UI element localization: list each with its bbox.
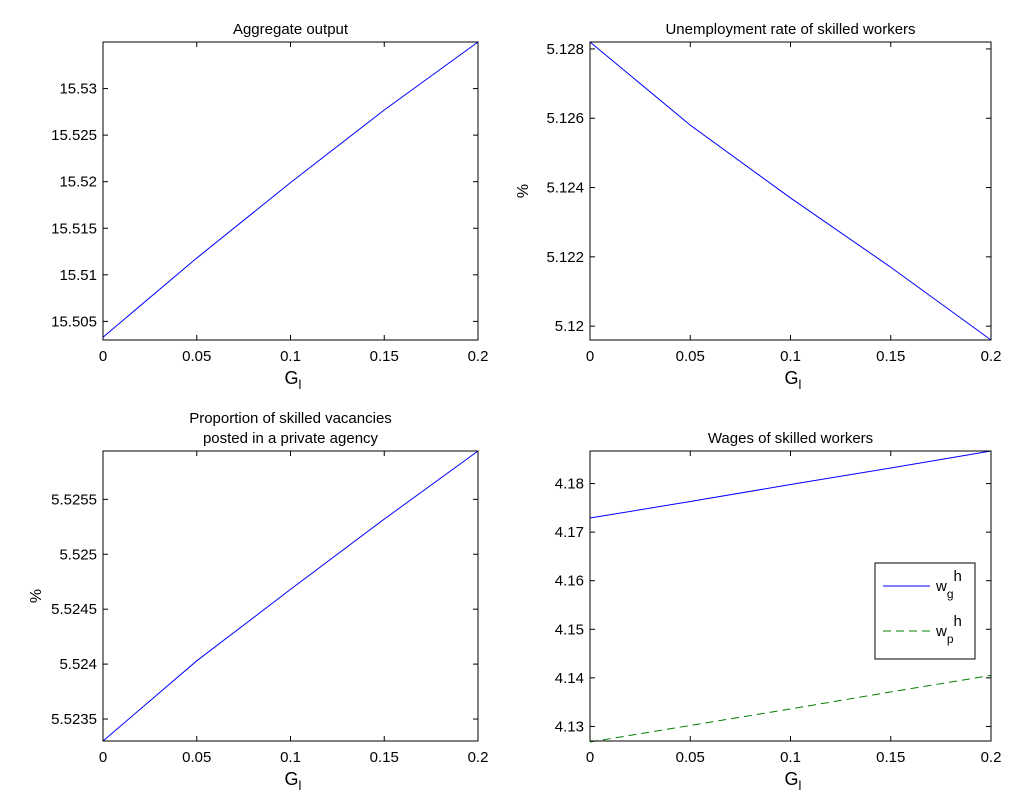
- chart-title: Unemployment rate of skilled workers: [665, 21, 915, 38]
- y-tick-label: 5.524: [59, 656, 97, 673]
- chart-title: Aggregate output: [233, 21, 349, 38]
- y-tick-label: 4.16: [555, 573, 584, 590]
- y-tick-label: 15.505: [51, 313, 97, 330]
- x-axis-label: Gl: [785, 368, 802, 392]
- x-tick-label: 0.15: [370, 749, 399, 766]
- y-tick-label: 4.18: [555, 476, 584, 493]
- y-tick-label: 4.17: [555, 524, 584, 541]
- chart-title: Proportion of skilled vacancies: [189, 410, 392, 427]
- x-tick-label: 0.1: [280, 749, 301, 766]
- x-tick-label: 0: [99, 749, 107, 766]
- legend-label-2: wph: [935, 613, 962, 646]
- x-tick-label: 0.1: [780, 348, 801, 365]
- y-tick-label: 5.126: [546, 110, 584, 127]
- series-line-2: [589, 674, 992, 743]
- x-tick-label: 0.05: [676, 348, 705, 365]
- y-tick-label: 5.12: [555, 318, 584, 335]
- x-tick-label: 0.1: [780, 749, 801, 766]
- x-tick-label: 0: [586, 348, 594, 365]
- y-tick-label: 5.525: [59, 546, 97, 563]
- x-tick-label: 0.15: [370, 348, 399, 365]
- y-tick-label: 15.525: [51, 127, 97, 144]
- series-line-1: [102, 41, 479, 338]
- subplot-1: Aggregate output 0 0.05 0.1 0.15 0.2 15.505 15.…: [51, 21, 488, 392]
- y-tick-label: 15.52: [59, 174, 97, 191]
- y-tick-label: 4.13: [555, 718, 584, 735]
- x-axis-label: Gl: [285, 368, 302, 392]
- legend: wgh wph: [874, 562, 976, 660]
- x-axis-label: Gl: [285, 769, 302, 793]
- series-line-1: [102, 450, 479, 742]
- series-line-1: [589, 450, 992, 519]
- x-tick-label: 0: [586, 749, 594, 766]
- y-tick-label: 5.124: [546, 180, 584, 197]
- y-axis-label: %: [28, 589, 45, 603]
- legend-box: [874, 562, 976, 660]
- x-axis-label: Gl: [785, 769, 802, 793]
- chart-title: posted in a private agency: [203, 430, 379, 447]
- axes-frame: [589, 41, 992, 341]
- y-tick-label: 4.15: [555, 621, 584, 638]
- x-tick-label: 0.05: [676, 749, 705, 766]
- y-tick-label: 15.515: [51, 220, 97, 237]
- axes-frame: [102, 41, 479, 341]
- y-tick-label: 5.128: [546, 41, 584, 58]
- x-tick-label: 0: [99, 348, 107, 365]
- subplot-3: Proportion of skilled vacancies posted in…: [28, 410, 488, 793]
- x-tick-label: 0.2: [468, 749, 489, 766]
- x-tick-label: 0.15: [876, 348, 905, 365]
- y-axis-label: %: [515, 184, 532, 198]
- subplot-2: Unemployment rate of skilled workers 0 0.0…: [515, 21, 1001, 392]
- x-tick-label: 0.05: [182, 749, 211, 766]
- y-tick-label: 4.14: [555, 670, 584, 687]
- y-tick-label: 15.53: [59, 81, 97, 98]
- x-tick-label: 0.05: [182, 348, 211, 365]
- subplot-4: Wages of skilled workers 0 0.05 0.1 0.15 0.2 4…: [555, 430, 1002, 793]
- x-tick-label: 0.2: [468, 348, 489, 365]
- axes-frame: [102, 450, 479, 742]
- y-tick-label: 5.122: [546, 249, 584, 266]
- x-tick-label: 0.2: [981, 348, 1002, 365]
- x-tick-label: 0.1: [280, 348, 301, 365]
- chart-title: Wages of skilled workers: [708, 430, 873, 447]
- x-tick-label: 0.2: [981, 749, 1002, 766]
- legend-label-1: wgh: [935, 568, 962, 601]
- y-tick-label: 15.51: [59, 267, 97, 284]
- y-tick-label: 5.5245: [51, 601, 97, 618]
- x-tick-label: 0.15: [876, 749, 905, 766]
- y-tick-label: 5.5235: [51, 711, 97, 728]
- y-tick-label: 5.5255: [51, 491, 97, 508]
- series-line-1: [589, 41, 992, 341]
